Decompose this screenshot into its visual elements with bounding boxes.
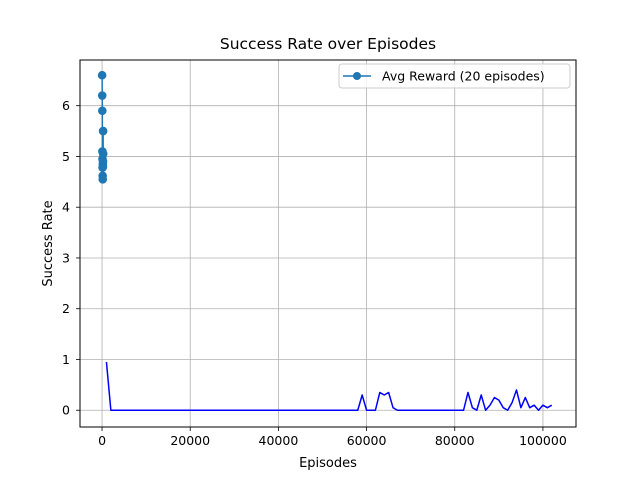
y-tick-label: 1 [62, 352, 70, 367]
y-tick-label: 0 [62, 403, 70, 418]
y-axis-label: Success Rate [41, 200, 56, 286]
legend-box [338, 63, 571, 89]
data-point [98, 157, 108, 166]
x-tick-label: 0 [98, 433, 106, 448]
y-tick-label: 2 [62, 301, 70, 316]
y-tick-label: 5 [62, 149, 70, 164]
x-tick-label: 40000 [259, 433, 299, 448]
series-line [105, 361, 553, 411]
y-tick-label: 3 [62, 250, 70, 265]
legend: Avg Reward (20 episodes) [338, 63, 571, 89]
plot-area [80, 60, 576, 427]
series-0 [97, 70, 108, 184]
axes-frame [79, 59, 577, 428]
series-layer [97, 70, 553, 411]
x-tick-label: 60000 [347, 433, 387, 448]
y-tick-label: 4 [62, 200, 70, 215]
data-point [98, 126, 108, 136]
chart-title: Success Rate over Episodes [220, 35, 436, 53]
x-tick-label: 100000 [519, 433, 567, 448]
data-point [97, 91, 107, 100]
data-point [97, 70, 107, 80]
x-tick-label: 80000 [435, 433, 475, 448]
grid-layer [80, 60, 576, 427]
x-tick-label: 20000 [170, 433, 210, 448]
legend-entry-label: Avg Reward (20 episodes) [382, 69, 545, 84]
legend-marker-swatch [353, 72, 361, 80]
series-1 [105, 361, 553, 411]
data-point [98, 174, 108, 184]
tick-layer: 0 20000 40000 60000 80000 100000 0 1 2 3 4 5 6 [62, 98, 567, 448]
y-tick-label: 6 [62, 98, 70, 113]
x-axis-label: Episodes [299, 456, 357, 471]
data-point [98, 106, 107, 116]
data-point [98, 149, 108, 159]
